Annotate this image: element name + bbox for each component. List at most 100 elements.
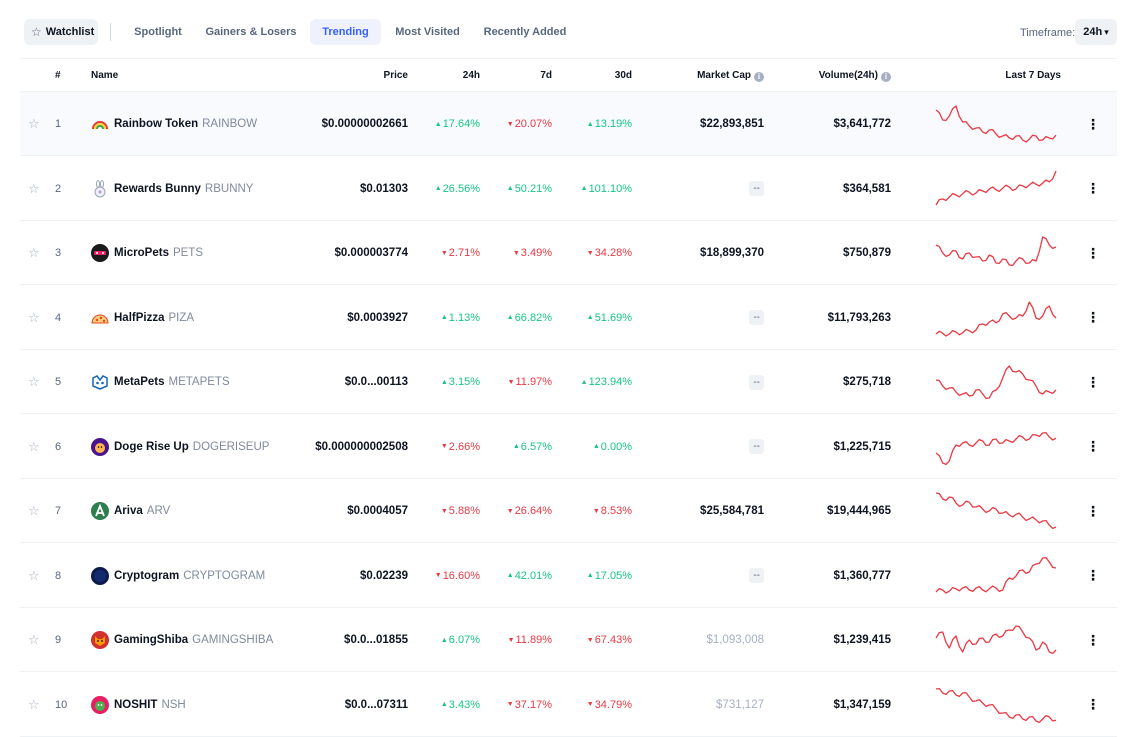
- more-options-icon[interactable]: ⋮: [1086, 373, 1100, 390]
- coin-symbol: PETS: [172, 247, 204, 259]
- change-24h-value: 16.60%: [442, 569, 480, 582]
- change-7d-value: 66.82%: [514, 311, 552, 324]
- caret-up-icon: ▲: [440, 701, 448, 708]
- tab-most-visited[interactable]: Most Visited: [395, 26, 460, 38]
- coin-name-cell[interactable]: MicroPets PETS: [91, 221, 291, 285]
- caret-up-icon: ▲: [440, 314, 448, 321]
- coin-name: NOSHIT: [114, 698, 158, 711]
- timeframe-select[interactable]: 24h ▾: [1075, 19, 1117, 45]
- table-row[interactable]: ☆ 5 MetaPets METAPETS $0.0...00113 ▲ 3.15% ▼ 11.…: [20, 350, 1117, 414]
- rank: 8: [55, 569, 62, 582]
- coin-name-cell[interactable]: Ariva ARV: [91, 479, 291, 543]
- market-cap: --: [660, 350, 764, 414]
- table-row[interactable]: ☆ 6 Doge Rise Up DOGERISEUP $0.000000002508 ▼…: [20, 415, 1117, 479]
- info-icon[interactable]: i: [754, 72, 764, 82]
- change-24h-value: 2.71%: [448, 247, 480, 259]
- volume: $750,879: [843, 247, 891, 259]
- caret-up-icon: ▲: [434, 185, 442, 192]
- table-row[interactable]: ☆ 1 Rainbow Token RAINBOW $0.00000002661 ▲ 17.…: [20, 92, 1117, 156]
- change-7d-value: 6.57%: [520, 440, 552, 453]
- change-24h: ▲ 1.13%: [420, 286, 480, 350]
- watchlist-button[interactable]: ☆ Watchlist: [24, 19, 98, 45]
- change-30d-value: 0.00%: [600, 440, 632, 453]
- header-name[interactable]: Name: [91, 70, 119, 81]
- coin-name: HalfPizza: [114, 311, 165, 324]
- header-30d[interactable]: 30d: [614, 70, 632, 81]
- coin-name-cell[interactable]: Cryptogram CRYPTOGRAM: [91, 544, 291, 608]
- price: $0.0...01855: [344, 634, 408, 646]
- tab-trending[interactable]: Trending: [310, 19, 381, 45]
- table-row[interactable]: ☆ 2 Rewards Bunny RBUNNY $0.01303 ▲ 26.56% ▲ 50.…: [20, 157, 1117, 221]
- coin-name-cell[interactable]: MetaPets METAPETS: [91, 350, 291, 414]
- sparkline-7d: [935, 431, 1057, 465]
- change-7d: ▼ 20.07%: [490, 92, 552, 156]
- caret-up-icon: ▲: [592, 443, 600, 450]
- coin-name-cell[interactable]: GamingShiba GAMINGSHIBA: [91, 608, 291, 672]
- rainbow-icon: [91, 115, 109, 133]
- change-30d: ▼ 34.28%: [560, 221, 632, 285]
- more-options-icon[interactable]: ⋮: [1086, 567, 1100, 583]
- table-row[interactable]: ☆ 3 MicroPets PETS $0.000003774 ▼ 2.71% ▼ 3.49% ▼…: [20, 221, 1117, 285]
- sparkline-path: [935, 625, 1057, 655]
- more-options-icon[interactable]: ⋮: [1086, 244, 1100, 261]
- more-options-icon[interactable]: ⋮: [1086, 115, 1100, 132]
- table-header: # Name Price 24h 7d 30d Market Cap i Volu…: [20, 58, 1117, 92]
- watchlist-star-icon[interactable]: ☆: [28, 567, 40, 583]
- table-row[interactable]: ☆ 8 Cryptogram CRYPTOGRAM $0.02239 ▼ 16.60% ▲ 42…: [20, 544, 1117, 608]
- more-options-icon[interactable]: ⋮: [1086, 309, 1100, 325]
- market-cap-empty: --: [749, 181, 764, 196]
- micropets-icon: [91, 244, 109, 262]
- caret-up-icon: ▲: [506, 185, 514, 192]
- coin-name-cell[interactable]: NOSHIT NSH: [91, 673, 291, 737]
- caret-up-icon: ▲: [506, 314, 514, 321]
- market-cap-empty: --: [749, 568, 764, 583]
- coin-name-cell[interactable]: Rewards Bunny RBUNNY: [91, 157, 291, 221]
- header-7d[interactable]: 7d: [540, 70, 552, 81]
- change-30d-value: 17.05%: [594, 569, 632, 582]
- change-7d: ▼ 37.17%: [490, 673, 552, 737]
- tab-gainers-losers[interactable]: Gainers & Losers: [205, 26, 297, 38]
- watchlist-star-icon[interactable]: ☆: [28, 503, 40, 518]
- price: $0.00000002661: [321, 118, 408, 130]
- table-row[interactable]: ☆ 4 HalfPizza PIZA $0.0003927 ▲ 1.13% ▲ 66.82% ▲ 5…: [20, 286, 1117, 350]
- change-24h-value: 26.56%: [442, 182, 480, 195]
- watchlist-star-icon[interactable]: ☆: [28, 309, 40, 325]
- table-row[interactable]: ☆ 9 GamingShiba GAMINGSHIBA $0.0...01855 ▲ 6.0…: [20, 608, 1117, 672]
- header-volume[interactable]: Volume(24h) i: [790, 70, 891, 82]
- more-options-icon[interactable]: ⋮: [1086, 696, 1100, 712]
- caret-down-icon: ▼: [512, 249, 520, 257]
- table-row[interactable]: ☆ 7 Ariva ARV $0.0004057 ▼ 5.88% ▼ 26.64% ▼ 8.53% $…: [20, 479, 1117, 543]
- header-price[interactable]: Price: [383, 70, 408, 81]
- watchlist-star-icon[interactable]: ☆: [28, 632, 40, 647]
- watchlist-star-icon[interactable]: ☆: [28, 438, 40, 454]
- watchlist-star-icon[interactable]: ☆: [28, 180, 40, 196]
- coin-symbol: CRYPTOGRAM: [183, 569, 266, 582]
- coin-name: Ariva: [114, 505, 143, 517]
- header-rank[interactable]: #: [55, 70, 61, 81]
- coin-symbol: ARV: [146, 505, 171, 517]
- header-market-cap[interactable]: Market Cap i: [660, 70, 764, 82]
- change-24h-value: 1.13%: [448, 311, 480, 324]
- change-30d: ▲ 13.19%: [560, 92, 632, 156]
- doge-icon: [91, 437, 109, 456]
- watchlist-star-icon[interactable]: ☆: [28, 245, 40, 260]
- watchlist-star-icon[interactable]: ☆: [28, 374, 40, 389]
- more-options-icon[interactable]: ⋮: [1086, 631, 1100, 648]
- header-24h[interactable]: 24h: [462, 70, 480, 81]
- tab-spotlight[interactable]: Spotlight: [134, 26, 182, 38]
- change-24h: ▼ 2.71%: [420, 221, 480, 285]
- price: $0.0...07311: [344, 698, 408, 711]
- info-icon[interactable]: i: [881, 72, 891, 82]
- more-options-icon[interactable]: ⋮: [1086, 180, 1100, 196]
- more-options-icon[interactable]: ⋮: [1086, 502, 1100, 519]
- change-30d: ▲ 123.94%: [560, 350, 632, 414]
- watchlist-star-icon[interactable]: ☆: [28, 116, 40, 131]
- sparkline-7d: [935, 170, 1057, 205]
- table-row[interactable]: ☆ 10 NOSHIT NSH $0.0...07311 ▲ 3.43% ▼ 37.17% ▼ 34…: [20, 673, 1117, 737]
- more-options-icon[interactable]: ⋮: [1086, 438, 1100, 454]
- tab-recently-added[interactable]: Recently Added: [483, 26, 567, 38]
- coin-name-cell[interactable]: Doge Rise Up DOGERISEUP: [91, 415, 291, 479]
- coin-name-cell[interactable]: Rainbow Token RAINBOW: [91, 92, 291, 156]
- watchlist-star-icon[interactable]: ☆: [28, 696, 40, 712]
- coin-name-cell[interactable]: HalfPizza PIZA: [91, 286, 291, 350]
